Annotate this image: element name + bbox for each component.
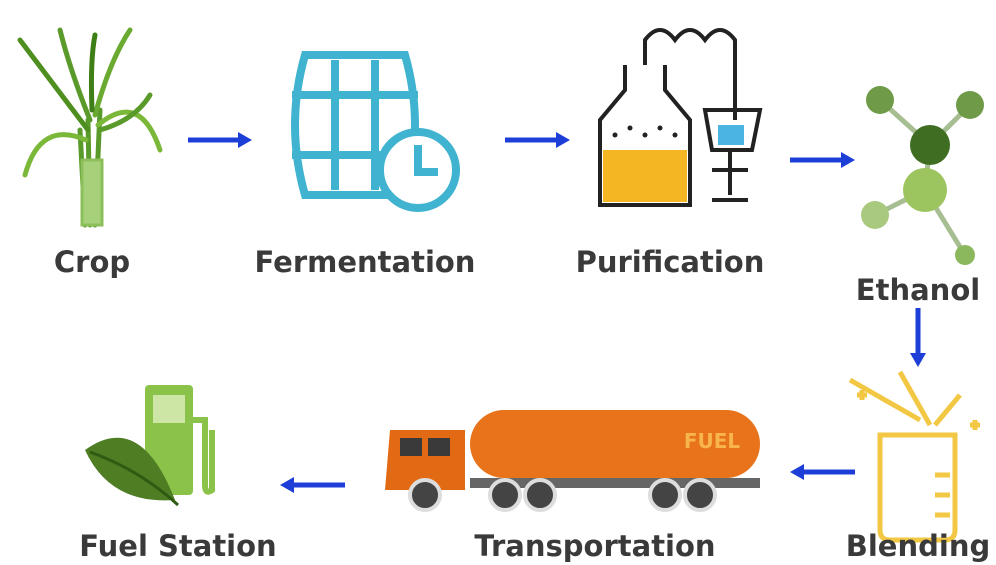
barrel-icon [292, 55, 456, 208]
crop-icon [20, 30, 160, 225]
truck-icon: FUEL [385, 410, 760, 510]
ethanol-icon [861, 86, 984, 265]
node-label: Transportation [474, 529, 715, 563]
node-label: Fermentation [255, 245, 476, 279]
node-label: Fuel Station [79, 529, 276, 563]
fuel-station-icon [85, 385, 212, 505]
node-label: Crop [54, 245, 130, 279]
node-label: Blending [846, 529, 990, 563]
process-diagram: FUEL Crop Fermentation Purification Etha… [0, 0, 996, 565]
truck-text: FUEL [684, 429, 741, 453]
node-label: Purification [576, 245, 765, 279]
node-label: Ethanol [856, 273, 980, 307]
blending-icon [850, 372, 980, 540]
purification-icon [600, 30, 760, 205]
